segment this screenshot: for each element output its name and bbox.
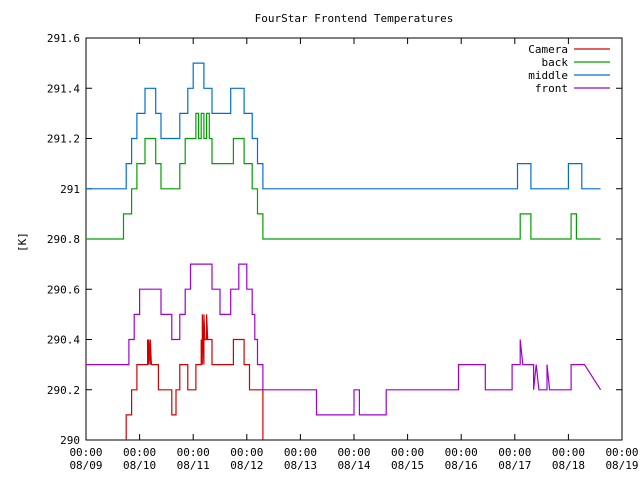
chart-title: FourStar Frontend Temperatures — [255, 12, 454, 25]
y-tick-label: 290.8 — [47, 233, 80, 246]
x-tick-date-label: 08/18 — [552, 459, 585, 472]
y-tick-label: 291.6 — [47, 32, 80, 45]
legend-label-middle: middle — [528, 69, 568, 82]
y-tick-label: 290.4 — [47, 334, 80, 347]
x-tick-date-label: 08/14 — [337, 459, 370, 472]
legend-label-front: front — [535, 82, 568, 95]
y-tick-label: 291.2 — [47, 133, 80, 146]
x-tick-date-label: 08/09 — [69, 459, 102, 472]
x-tick-time-label: 00:00 — [69, 446, 102, 459]
legend-label-back: back — [542, 56, 569, 69]
x-tick-time-label: 00:00 — [391, 446, 424, 459]
y-tick-label: 290.6 — [47, 283, 80, 296]
x-tick-time-label: 00:00 — [123, 446, 156, 459]
series-lines — [86, 62, 602, 440]
x-tick-time-label: 00:00 — [230, 446, 263, 459]
axis-ticks: 290 290.2 290.4 290.6 290.8 291 291.2 291.4 291.… — [47, 32, 639, 472]
x-tick-date-label: 08/16 — [445, 459, 478, 472]
series-line-back — [86, 112, 601, 240]
y-tick-label: 290 — [60, 434, 80, 447]
x-tick-time-label: 00:00 — [605, 446, 638, 459]
x-tick-time-label: 00:00 — [284, 446, 317, 459]
series-line-front — [86, 263, 602, 416]
y-tick-label: 290.2 — [47, 384, 80, 397]
x-tick-date-label: 08/10 — [123, 459, 156, 472]
x-tick-date-label: 08/11 — [177, 459, 210, 472]
x-tick-date-label: 08/17 — [498, 459, 531, 472]
y-tick-label: 291 — [60, 183, 80, 196]
x-tick-time-label: 00:00 — [445, 446, 478, 459]
x-tick-time-label: 00:00 — [337, 446, 370, 459]
y-tick-label: 291.4 — [47, 82, 80, 95]
x-tick-date-label: 08/13 — [284, 459, 317, 472]
x-tick-date-label: 08/12 — [230, 459, 263, 472]
x-tick-date-label: 08/19 — [605, 459, 638, 472]
x-tick-date-label: 08/15 — [391, 459, 424, 472]
x-tick-time-label: 00:00 — [177, 446, 210, 459]
y-axis-label: [K] — [16, 232, 29, 252]
x-tick-time-label: 00:00 — [552, 446, 585, 459]
series-line-middle — [86, 62, 601, 190]
x-tick-time-label: 00:00 — [498, 446, 531, 459]
series-line-camera — [125, 314, 264, 440]
legend-label-camera: Camera — [528, 43, 568, 56]
